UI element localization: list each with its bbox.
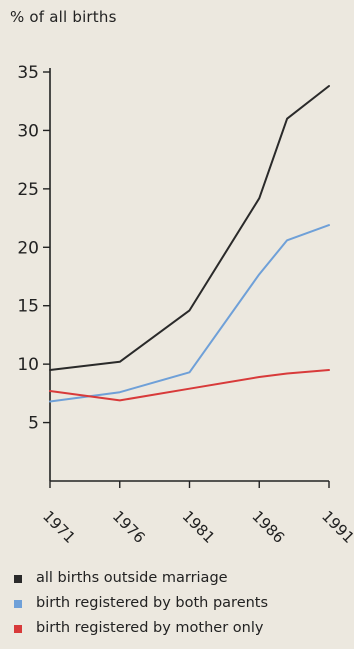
legend-swatch — [14, 574, 22, 583]
y-tick-label: 25 — [17, 180, 39, 200]
series-line-1 — [49, 85, 330, 371]
y-tick-label: 5 — [28, 414, 39, 434]
legend: all births outside marriage birth registe… — [14, 566, 268, 641]
legend-label: all births outside marriage — [36, 570, 228, 586]
x-tick-label: 1976 — [109, 507, 149, 547]
x-tick-label: 1971 — [39, 507, 79, 547]
y-tick-label: 20 — [17, 238, 39, 258]
y-tick-label: 10 — [17, 355, 39, 375]
y-tick-label: 15 — [17, 297, 39, 317]
y-axis-label: % of all births — [10, 8, 117, 26]
legend-item: all births outside marriage — [14, 566, 268, 591]
legend-label: birth registered by both parents — [36, 595, 269, 611]
legend-swatch — [14, 599, 22, 608]
legend-label: birth registered by mother only — [36, 620, 264, 636]
y-tick-label: 30 — [17, 121, 39, 141]
x-tick-label: 1981 — [179, 507, 219, 547]
y-tick-label: 35 — [17, 63, 39, 83]
legend-item: birth registered by both parents — [14, 591, 268, 616]
chart-plot: 5 10 15 20 25 30 35 1971 1976 1981 1986 1991 — [17, 63, 354, 547]
legend-swatch — [14, 624, 22, 633]
legend-item: birth registered by mother only — [14, 616, 268, 641]
series-line-3 — [49, 369, 330, 402]
x-tick-label: 1986 — [248, 507, 288, 547]
x-tick-label: 1991 — [318, 507, 354, 547]
series-line-2 — [49, 224, 330, 403]
